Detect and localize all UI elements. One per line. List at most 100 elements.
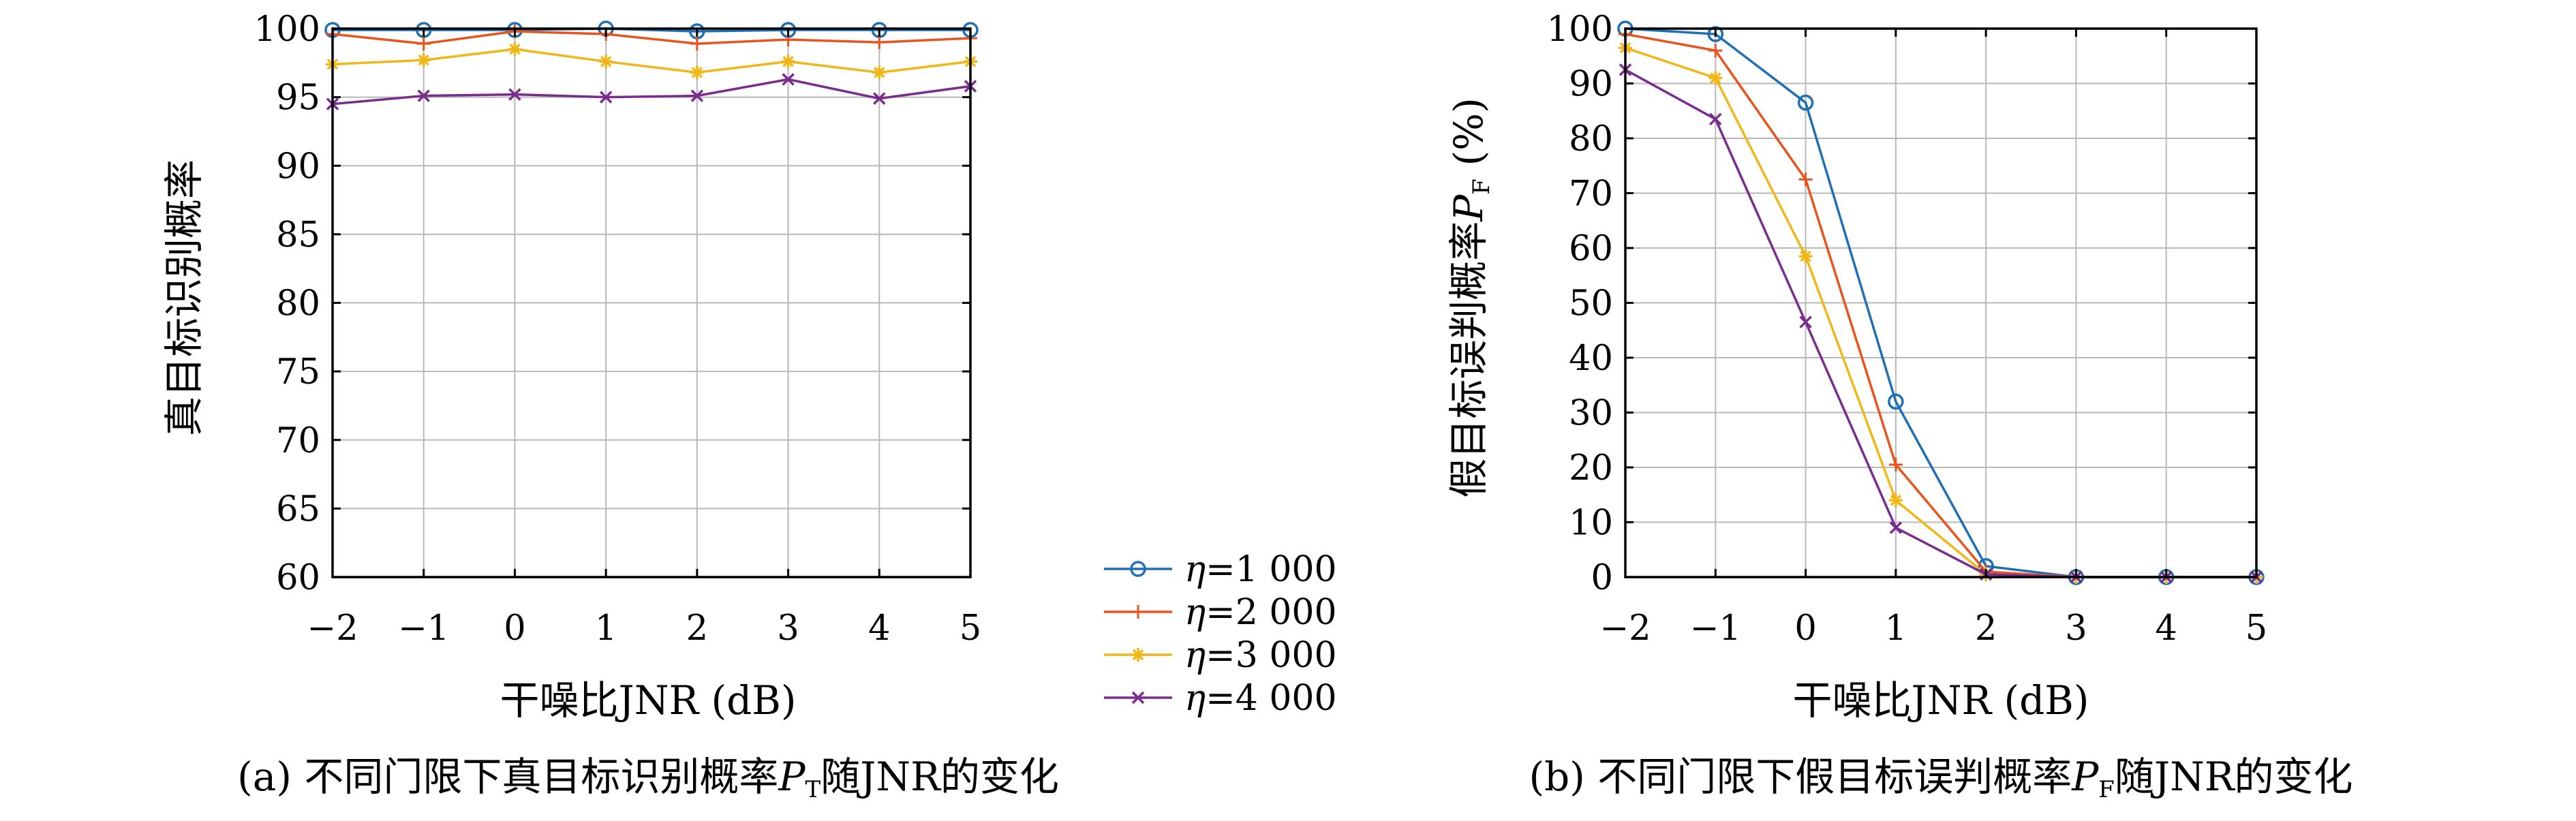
data-point [872, 65, 887, 80]
data-point [1888, 393, 1904, 410]
chart-b-ylabel-prefix: 假目标误判概率 [1445, 221, 1492, 498]
y-tick-label: 10 [1569, 504, 1613, 544]
y-tick-label: 75 [276, 352, 320, 392]
y-tick-label: 20 [1569, 448, 1613, 489]
y-tick-label: 80 [276, 284, 320, 324]
data-point [1888, 493, 1903, 508]
chart-b-y-axis-label: 假目标误判概率PF (%) [1445, 97, 1495, 497]
chart-b-ylabel-var: P [1445, 194, 1492, 222]
series-line [1625, 68, 2256, 578]
y-tick-label: 100 [1547, 10, 1613, 50]
x-tick-label: 5 [2245, 608, 2267, 649]
legend-value: =1 000 [1206, 549, 1336, 590]
series-4 [326, 73, 977, 110]
x-tick-label: 5 [960, 608, 981, 649]
x-tick-label: 3 [777, 608, 799, 649]
data-point [1707, 26, 1724, 42]
data-point [1709, 112, 1722, 126]
data-point [1889, 521, 1903, 534]
data-point [1798, 172, 1813, 187]
chart-a-caption-sub: T [805, 776, 821, 803]
y-tick-label: 90 [1569, 65, 1613, 105]
legend-label: η=4 000 [1184, 678, 1337, 719]
chart-a-series [324, 20, 979, 110]
data-point [872, 35, 887, 50]
data-point [599, 91, 613, 104]
y-tick-label: 100 [254, 10, 320, 50]
data-point [508, 42, 522, 57]
legend-symbol: η [1184, 635, 1206, 676]
y-tick-label: 95 [276, 78, 320, 119]
data-point [782, 73, 795, 86]
data-point [417, 89, 430, 102]
data-point [1797, 94, 1814, 111]
x-tick-label: 1 [1885, 608, 1907, 649]
legend-value: =2 000 [1206, 592, 1336, 633]
data-point [1888, 457, 1903, 471]
x-tick-label: 4 [2155, 608, 2177, 649]
legend-label: η=2 000 [1184, 592, 1337, 633]
legend-value: =4 000 [1206, 678, 1336, 719]
x-tick-label: 1 [595, 608, 617, 649]
legend-marker [1131, 691, 1145, 704]
chart-b-caption-var: P [2071, 754, 2099, 800]
chart-a-caption-suffix: 随JNR的变化 [821, 754, 1059, 800]
x-tick-label: 2 [1975, 608, 1997, 649]
chart-a-ticks: −2 −1 0 1 2 3 4 5 60 65 70 75 80 85 90 95 100 [254, 10, 982, 649]
x-tick-label: 2 [686, 608, 708, 649]
x-tick-label: −1 [1690, 608, 1741, 649]
y-tick-label: 65 [276, 489, 320, 529]
data-point [690, 37, 704, 51]
y-tick-label: 50 [1569, 284, 1613, 324]
legend-marker [1130, 561, 1146, 577]
legend-symbol: η [1184, 678, 1206, 719]
data-point [416, 37, 431, 51]
x-tick-label: −2 [307, 608, 358, 649]
chart-a-grid [332, 28, 971, 578]
data-point [415, 22, 432, 38]
y-tick-label: 70 [276, 421, 320, 461]
legend-symbol: η [1184, 549, 1206, 590]
data-point [599, 55, 613, 69]
y-tick-label: 30 [1569, 394, 1613, 434]
legend-label: η=1 000 [1184, 549, 1337, 590]
y-tick-label: 90 [276, 146, 320, 187]
chart-b-ylabel-sub: F [1468, 179, 1495, 195]
chart-b-caption-suffix: 随JNR的变化 [2115, 754, 2353, 800]
chart-a-y-axis-label: 真目标识别概率 [161, 159, 207, 436]
legend-marker [1131, 605, 1145, 619]
data-point [416, 53, 431, 67]
chart-a: −2 −1 0 1 2 3 4 5 60 65 70 75 80 85 90 95 100 干噪比JNR (dB… [161, 10, 1059, 803]
chart-b-ylabel-suffix: (%) [1445, 97, 1492, 179]
data-point [1798, 249, 1813, 264]
legend-entry: η=4 000 [1104, 678, 1337, 719]
series-line [332, 30, 971, 45]
chart-a-x-axis-label: 干噪比JNR (dB) [500, 677, 796, 724]
data-point [1708, 71, 1723, 85]
series-line [333, 27, 970, 33]
y-tick-label: 0 [1591, 558, 1613, 598]
chart-b-x-axis-label: 干噪比JNR (dB) [1792, 677, 2089, 724]
legend-entry: η=3 000 [1104, 635, 1337, 676]
x-tick-label: 0 [504, 608, 525, 649]
series-line [332, 78, 971, 106]
legend-symbol: η [1184, 592, 1206, 633]
x-tick-label: −2 [1599, 608, 1651, 649]
x-tick-label: 0 [1794, 608, 1816, 649]
data-point [873, 92, 886, 105]
data-point [1708, 44, 1723, 58]
legend-label: η=3 000 [1184, 635, 1337, 676]
x-tick-label: 4 [868, 608, 890, 649]
y-tick-label: 80 [1569, 119, 1613, 159]
y-tick-label: 40 [1569, 339, 1613, 379]
data-point [1799, 315, 1812, 328]
legend-entry: η=2 000 [1104, 592, 1337, 633]
legend-value: =3 000 [1206, 635, 1336, 676]
chart-b-caption: (b) 不同门限下假目标误判概率PF随JNR的变化 [1529, 754, 2352, 803]
y-tick-label: 60 [1569, 229, 1613, 269]
y-tick-label: 60 [276, 558, 320, 598]
x-tick-label: −1 [398, 608, 449, 649]
